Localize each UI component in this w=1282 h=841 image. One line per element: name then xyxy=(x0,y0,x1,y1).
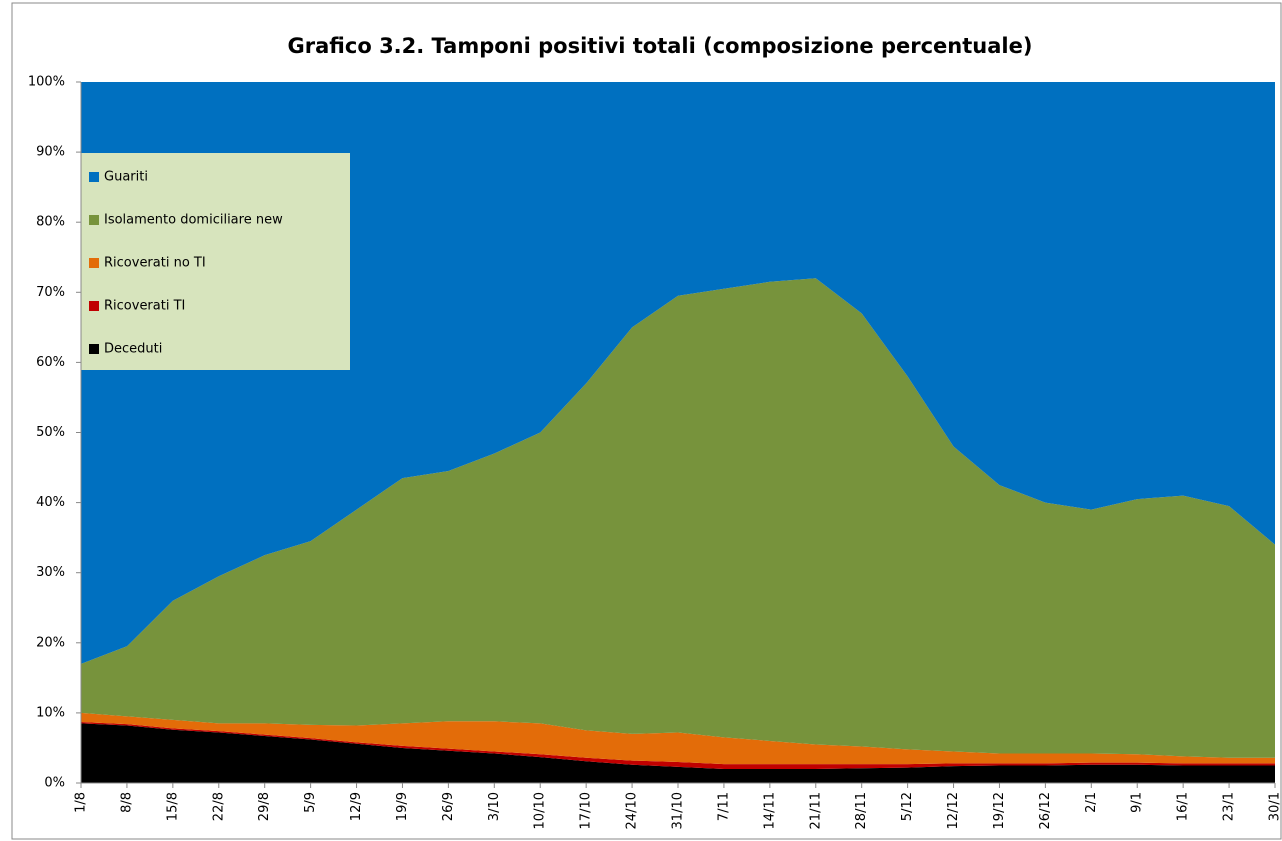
legend-label: Deceduti xyxy=(104,342,162,357)
x-tick-label: 29/8 xyxy=(257,792,272,821)
y-tick-label: 30% xyxy=(36,565,65,580)
legend-label: Ricoverati TI xyxy=(104,299,185,314)
x-tick-label: 1/8 xyxy=(74,792,89,813)
x-tick-label: 19/9 xyxy=(395,792,410,821)
x-tick-label: 17/10 xyxy=(579,792,594,829)
legend-swatch xyxy=(89,301,99,311)
x-tick-label: 21/11 xyxy=(808,792,823,829)
x-tick-label: 19/12 xyxy=(992,792,1007,829)
x-tick-label: 12/9 xyxy=(349,792,364,821)
area xyxy=(81,82,1275,664)
x-tick-label: 22/8 xyxy=(211,792,226,821)
legend-swatch xyxy=(89,258,99,268)
legend-swatch xyxy=(89,172,99,182)
x-tick-label: 30/1 xyxy=(1268,792,1282,821)
x-tick-label: 28/11 xyxy=(854,792,869,829)
x-tick-label: 7/11 xyxy=(716,792,731,821)
y-tick-label: 80% xyxy=(36,215,65,230)
x-tick-label: 31/10 xyxy=(671,792,686,829)
legend: Guariti Isolamento domiciliare new Ricover… xyxy=(81,153,350,370)
legend-label: Guariti xyxy=(104,170,148,185)
legend-label: Isolamento domiciliare new xyxy=(104,213,283,228)
area xyxy=(81,278,1275,758)
x-tick-label: 16/1 xyxy=(1176,792,1191,821)
x-tick-label: 2/1 xyxy=(1084,792,1099,813)
y-tick-label: 20% xyxy=(36,635,65,650)
chart-title: Grafico 3.2. Tamponi positivi totali (co… xyxy=(288,34,1033,58)
area xyxy=(81,722,1275,769)
x-tick-label: 24/10 xyxy=(625,792,640,829)
legend-box xyxy=(81,153,350,370)
plot-area xyxy=(81,82,1275,783)
x-tick-label: 26/12 xyxy=(1038,792,1053,829)
y-tick-label: 10% xyxy=(36,705,65,720)
x-tick-label: 12/12 xyxy=(946,792,961,829)
x-tick-label: 5/9 xyxy=(303,792,318,813)
y-tick-label: 0% xyxy=(44,776,65,791)
x-tick-label: 15/8 xyxy=(165,792,180,821)
x-tick-label: 23/1 xyxy=(1222,792,1237,821)
y-tick-label: 90% xyxy=(36,145,65,160)
legend-swatch xyxy=(89,215,99,225)
y-tick-label: 50% xyxy=(36,425,65,440)
x-tick-label: 8/8 xyxy=(119,792,134,813)
x-tick-label: 26/9 xyxy=(441,792,456,821)
x-tick-label: 10/10 xyxy=(533,792,548,829)
y-tick-label: 60% xyxy=(36,355,65,370)
area xyxy=(81,712,1275,765)
y-tick-label: 70% xyxy=(36,285,65,300)
x-tick-label: 14/11 xyxy=(762,792,777,829)
y-tick-label: 40% xyxy=(36,495,65,510)
x-tick-label: 3/10 xyxy=(487,792,502,821)
y-tick-label: 100% xyxy=(28,75,65,90)
legend-label: Ricoverati no TI xyxy=(104,256,206,271)
x-tick-label: 9/1 xyxy=(1130,792,1145,813)
x-tick-label: 5/12 xyxy=(900,792,915,821)
area xyxy=(81,723,1275,783)
legend-swatch xyxy=(89,344,99,354)
